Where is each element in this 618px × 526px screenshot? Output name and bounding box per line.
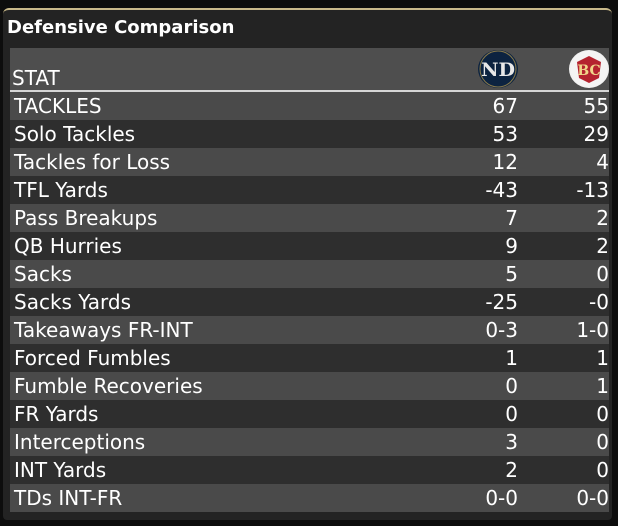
stat-name-cell: Sacks — [14, 262, 72, 286]
table-header-row: STAT ND BC — [10, 48, 609, 92]
bc-value-cell: 4 — [596, 150, 609, 174]
stat-name-cell: TDs INT-FR — [14, 486, 123, 510]
bc-value-cell: 55 — [583, 94, 609, 118]
stat-column-header[interactable]: STAT — [10, 48, 432, 92]
bc-value-cell: 29 — [583, 122, 609, 146]
notre-dame-logo-icon: ND — [478, 50, 518, 88]
table-row: Tackles for Loss 12 4 — [10, 148, 609, 176]
svg-text:BC: BC — [577, 63, 600, 79]
table-row: Forced Fumbles 1 1 — [10, 344, 609, 372]
bc-value-cell: 1 — [596, 346, 609, 370]
bc-value-cell: 0-0 — [576, 486, 609, 510]
nd-value-cell: 0-0 — [485, 486, 518, 510]
team-column-header-nd[interactable]: ND — [432, 48, 520, 92]
table-row: Sacks Yards -25 -0 — [10, 288, 609, 316]
nd-value-cell: 2 — [505, 458, 518, 482]
nd-value-cell: 0 — [505, 374, 518, 398]
bc-value-cell: 0 — [596, 458, 609, 482]
nd-value-cell: 7 — [505, 206, 518, 230]
stat-name-cell: Takeaways FR-INT — [14, 318, 193, 342]
table-row: FR Yards 0 0 — [10, 400, 609, 428]
nd-value-cell: 5 — [505, 262, 518, 286]
stat-name-cell: QB Hurries — [14, 234, 122, 258]
nd-value-cell: 1 — [505, 346, 518, 370]
svg-text:ND: ND — [481, 59, 515, 81]
stat-name-cell: Interceptions — [14, 430, 146, 454]
boston-college-logo-icon: BC — [569, 50, 609, 88]
table-row: Sacks 5 0 — [10, 260, 609, 288]
table-row: INT Yards 2 0 — [10, 456, 609, 484]
stat-name-cell: Pass Breakups — [14, 206, 158, 230]
nd-value-cell: 67 — [492, 94, 518, 118]
table-row: Takeaways FR-INT 0-3 1-0 — [10, 316, 609, 344]
stat-name-cell: Solo Tackles — [14, 122, 136, 146]
bc-value-cell: -13 — [576, 178, 609, 202]
table-row: TFL Yards -43 -13 — [10, 176, 609, 204]
stat-name-cell: Tackles for Loss — [14, 150, 171, 174]
table-row: Fumble Recoveries 0 1 — [10, 372, 609, 400]
bc-value-cell: 1 — [596, 374, 609, 398]
defensive-comparison-panel: Defensive Comparison STAT ND — [3, 8, 612, 520]
bc-value-cell: 2 — [596, 206, 609, 230]
nd-value-cell: 3 — [505, 430, 518, 454]
bc-value-cell: 0 — [596, 402, 609, 426]
stat-name-cell: Forced Fumbles — [14, 346, 171, 370]
nd-value-cell: 12 — [492, 150, 518, 174]
panel-title: Defensive Comparison — [7, 17, 235, 38]
bc-value-cell: 0 — [596, 262, 609, 286]
nd-value-cell: 0 — [505, 402, 518, 426]
bc-value-cell: -0 — [589, 290, 609, 314]
stat-name-cell: TFL Yards — [14, 178, 108, 202]
nd-value-cell: 53 — [492, 122, 518, 146]
bc-value-cell: 1-0 — [576, 318, 609, 342]
table-row: Pass Breakups 7 2 — [10, 204, 609, 232]
table-row: TACKLES 67 55 — [10, 91, 609, 120]
table-row: Solo Tackles 53 29 — [10, 120, 609, 148]
bc-value-cell: 0 — [596, 430, 609, 454]
table-row: QB Hurries 9 2 — [10, 232, 609, 260]
table-row: TDs INT-FR 0-0 0-0 — [10, 484, 609, 512]
stats-table: STAT ND BC — [10, 48, 609, 512]
stat-name-cell: Sacks Yards — [14, 290, 132, 314]
stat-name-cell: TACKLES — [14, 94, 102, 118]
stat-name-cell: FR Yards — [14, 402, 99, 426]
stat-name-cell: Fumble Recoveries — [14, 374, 203, 398]
nd-value-cell: -43 — [485, 178, 518, 202]
table-row: Interceptions 3 0 — [10, 428, 609, 456]
bc-value-cell: 2 — [596, 234, 609, 258]
nd-value-cell: -25 — [485, 290, 518, 314]
stat-name-cell: INT Yards — [14, 458, 107, 482]
nd-value-cell: 0-3 — [485, 318, 518, 342]
nd-value-cell: 9 — [505, 234, 518, 258]
team-column-header-bc[interactable]: BC — [520, 48, 609, 92]
